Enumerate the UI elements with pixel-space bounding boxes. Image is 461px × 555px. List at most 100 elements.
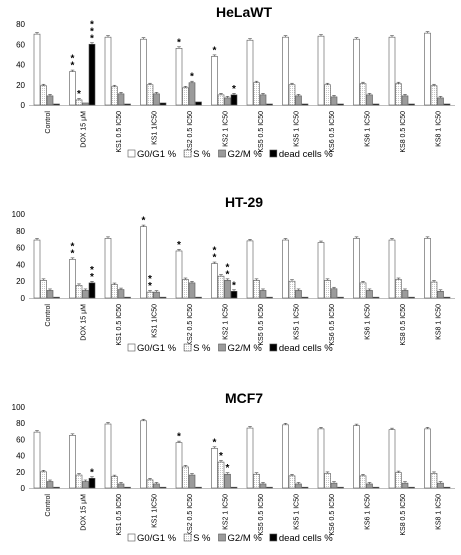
bar-mcf7-ks2-0-5-ic50-g2-m (188, 474, 196, 489)
x-tick-label: KS5 1 IC50 (293, 111, 300, 147)
bar-mcf7-ks1-1ic50-dead-cells (159, 486, 167, 489)
bar-mcf7-ks1-0-5-ic50-g0-g1 (104, 423, 112, 489)
legend-label-g2-m: G2/M % (228, 343, 263, 354)
y-tick-label: 60 (16, 244, 25, 253)
bar-ht-29-ks5-0-5-ic50-s (253, 280, 260, 299)
bar-mcf7-ks5-0-5-ic50-dead-cells (266, 486, 273, 489)
y-tick-label: 40 (16, 452, 25, 461)
legend-label-dead-cells: dead cells % (279, 343, 333, 354)
bar-mcf7-ks6-1-ic50-s (359, 475, 367, 489)
bar-ht-29-ks2-1-ic50-dead-cells (230, 290, 238, 299)
legend-swatch-g2-m (218, 533, 226, 542)
significance-star: * (190, 72, 194, 83)
bar-helawt-ks8-1-ic50-g2-m (437, 97, 444, 106)
bar-helawt-ks6-1-ic50-g2-m (366, 94, 373, 106)
bar-mcf7-ks5-1-ic50-g0-g1 (282, 424, 289, 489)
legend-swatch-g2-m (218, 343, 226, 352)
bar-helawt-ks1-0-5-ic50-s (111, 86, 118, 106)
bar-ht-29-ks2-0-5-ic50-g2-m (188, 282, 196, 299)
legend-swatch-g0-g1 (127, 343, 136, 352)
bar-helawt-ks5-0-5-ic50-s (253, 82, 260, 106)
bar-ht-29-ks1-1ic50-g0-g1 (140, 226, 147, 299)
x-tick-label: KS1 1IC50 (151, 304, 158, 338)
bar-helawt-ks5-1-ic50-dead-cells (301, 103, 309, 106)
x-tick-label: KS2 0.5 IC50 (187, 494, 194, 536)
bar-mcf7-ks5-0-5-ic50-g0-g1 (246, 427, 254, 489)
x-tick-label: KS8 0.5 IC50 (400, 494, 407, 536)
significance-marker: * (219, 451, 223, 462)
x-tick-label: KS2 0.5 IC50 (187, 304, 194, 346)
bar-ht-29-ks5-0-5-ic50-dead-cells (266, 296, 273, 299)
bar-mcf7-ks2-0-5-ic50-g0-g1 (175, 442, 183, 489)
x-tick-label: KS1 0.5 IC50 (116, 304, 123, 346)
bar-helawt-ks2-0-5-ic50-s (182, 87, 189, 106)
chart-title: MCF7 (225, 390, 263, 406)
bar-helawt-dox-15-m-g0-g1 (69, 71, 76, 106)
bar-ht-29-dox-15-m-g2-m (82, 290, 89, 299)
bar-ht-29-ks2-1-ic50-s (217, 275, 225, 299)
x-tick-label: KS1 1IC50 (151, 111, 158, 145)
bar-mcf7-ks8-0-5-ic50-g0-g1 (388, 429, 396, 489)
bar-helawt-ks2-1-ic50-g2-m (224, 97, 231, 106)
y-tick-label: 80 (16, 419, 25, 428)
bar-mcf7-ks2-1-ic50-dead-cells (230, 486, 238, 489)
bar-mcf7-ks8-1-ic50-g0-g1 (424, 428, 431, 489)
bar-mcf7-ks8-0-5-ic50-dead-cells (408, 486, 415, 489)
bar-helawt-ks2-1-ic50-g0-g1 (211, 56, 218, 106)
significance-star: * (148, 281, 152, 292)
significance-star: * (219, 451, 223, 462)
bar-helawt-ks1-1ic50-g0-g1 (140, 38, 147, 106)
bar-ht-29-control-g0-g1 (33, 239, 41, 299)
significance-star: * (213, 246, 217, 257)
y-tick-label: 60 (16, 435, 25, 444)
x-tick-label: Control (45, 111, 52, 134)
bar-ht-29-ks5-1-ic50-g0-g1 (282, 239, 289, 299)
significance-marker: * (213, 45, 217, 56)
bar-helawt-control-s (40, 85, 47, 106)
x-tick-label: KS6 0.5 IC50 (329, 304, 336, 346)
chart-panel-helawt: HeLaWT 0 20 40 60 80 Control DOX 15 μM KS1 0.5 I… (16, 4, 455, 160)
bar-helawt-dox-15-m-g2-m (82, 102, 89, 106)
x-tick-label: KS6 1 IC50 (364, 304, 371, 340)
y-tick-label: 80 (16, 227, 25, 236)
bar-helawt-ks8-1-ic50-s (430, 85, 438, 106)
significance-marker: * (177, 432, 181, 443)
bar-helawt-ks8-1-ic50-dead-cells (443, 103, 451, 106)
legend-label-s: S % (193, 533, 211, 544)
y-tick-label: 40 (16, 260, 25, 269)
bar-helawt-ks1-1ic50-g2-m (153, 93, 160, 106)
bar-ht-29-ks8-1-ic50-dead-cells (443, 296, 451, 299)
x-tick-label: DOX 15 μM (80, 304, 87, 341)
bar-mcf7-dox-15-m-dead-cells (88, 477, 96, 489)
legend-swatch-s (183, 343, 192, 352)
bar-helawt-ks2-0-5-ic50-g0-g1 (175, 47, 183, 106)
bar-helawt-ks5-0-5-ic50-g2-m (259, 94, 267, 106)
bar-mcf7-ks8-1-ic50-dead-cells (443, 486, 451, 489)
bar-mcf7-ks6-0-5-ic50-g2-m (330, 482, 338, 489)
x-tick-label: DOX 15 μM (80, 111, 87, 148)
bar-ht-29-ks6-1-ic50-g0-g1 (353, 238, 360, 299)
bar-ht-29-ks5-0-5-ic50-g2-m (259, 290, 267, 299)
bar-mcf7-ks2-0-5-ic50-s (182, 466, 189, 489)
significance-star: * (213, 45, 217, 56)
legend: G0/G1 % S % G2/M % dead cells % (127, 149, 333, 160)
bar-ht-29-ks5-0-5-ic50-g0-g1 (246, 240, 254, 299)
legend: G0/G1 % S % G2/M % dead cells % (127, 533, 333, 544)
significance-star: * (177, 432, 181, 443)
bar-helawt-control-g0-g1 (33, 33, 41, 106)
bar-helawt-ks2-0-5-ic50-g2-m (188, 82, 196, 106)
bar-mcf7-ks8-0-5-ic50-s (395, 472, 402, 489)
x-tick-label: KS8 1 IC50 (435, 111, 442, 147)
significance-star: * (90, 26, 94, 37)
bar-mcf7-ks5-1-ic50-g2-m (295, 483, 302, 489)
legend-swatch-s (183, 533, 192, 542)
significance-marker: * (177, 240, 181, 251)
bar-helawt-ks1-0-5-ic50-g0-g1 (104, 36, 112, 106)
x-tick-label: KS2 0.5 IC50 (187, 111, 194, 153)
significance-star: * (177, 240, 181, 251)
significance-star: * (71, 241, 75, 252)
bar-mcf7-ks1-0-5-ic50-s (111, 476, 118, 489)
bar-mcf7-ks1-1ic50-s (146, 479, 154, 489)
bar-ht-29-ks1-0-5-ic50-s (111, 284, 118, 299)
legend-label-g0-g1: G0/G1 % (137, 533, 177, 544)
